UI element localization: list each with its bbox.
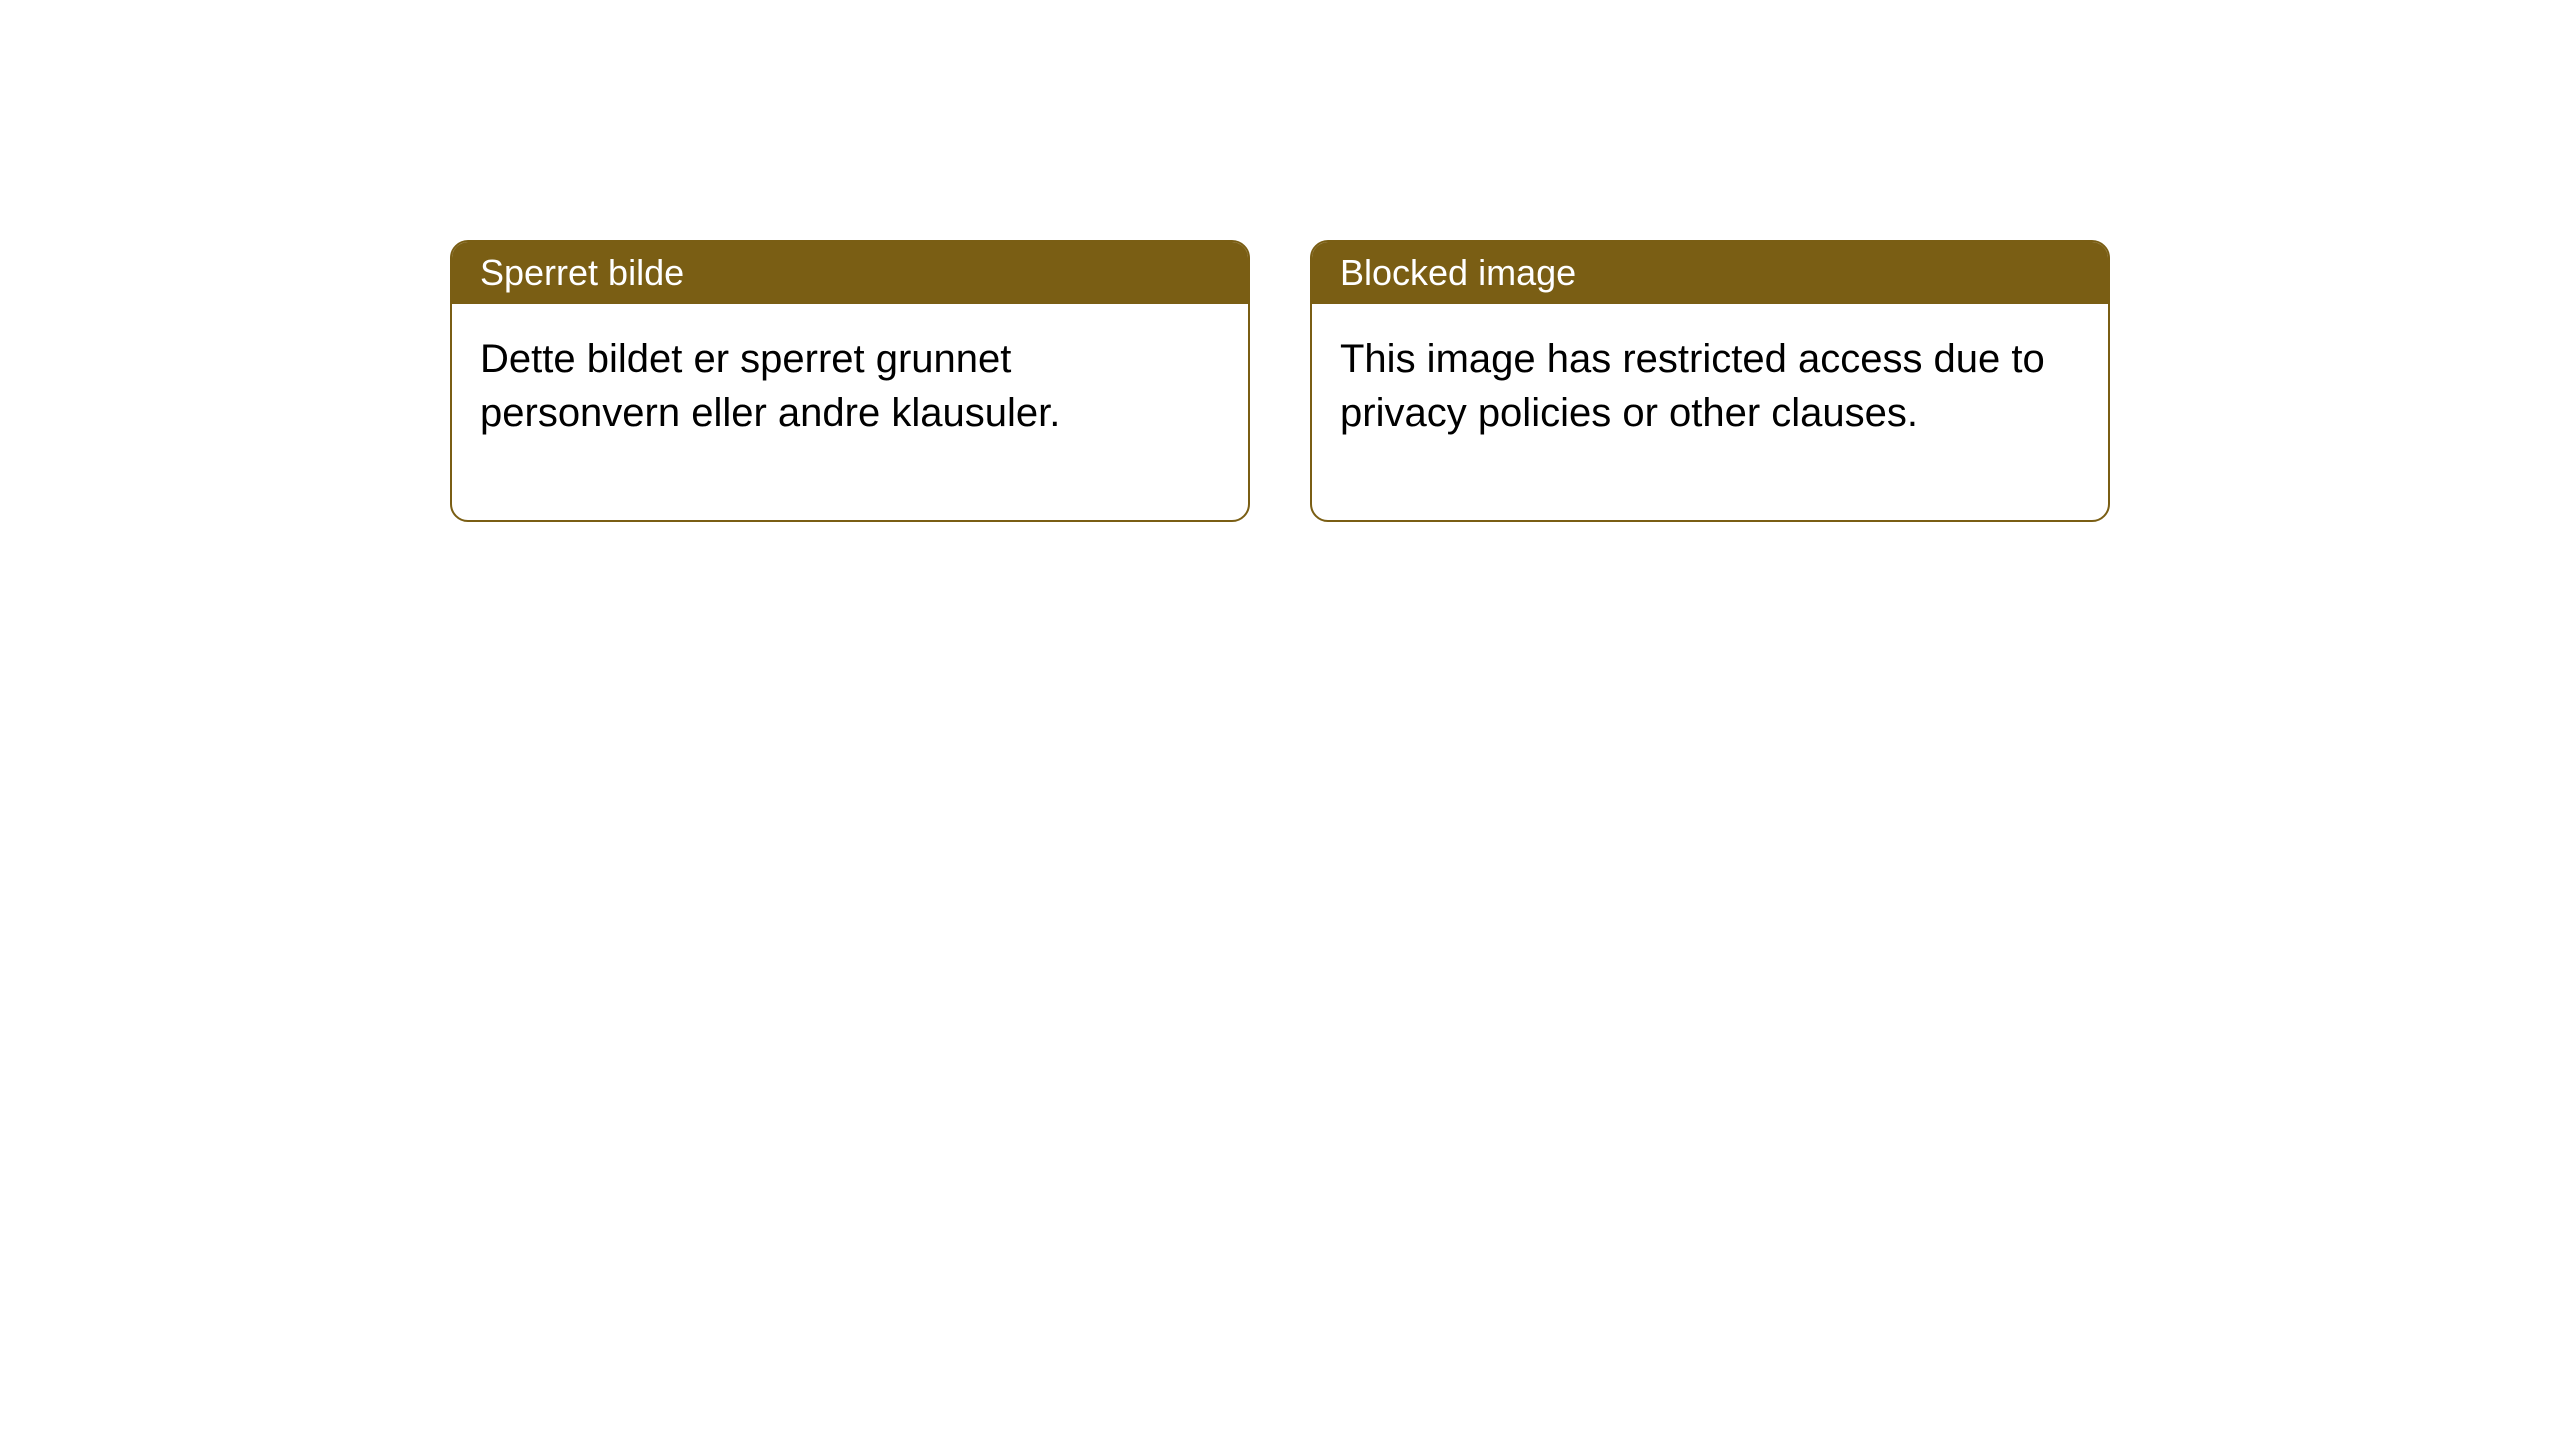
info-box-header: Blocked image [1312,242,2108,304]
info-box-body: This image has restricted access due to … [1312,304,2108,520]
info-box-english: Blocked image This image has restricted … [1310,240,2110,522]
info-box-norwegian: Sperret bilde Dette bildet er sperret gr… [450,240,1250,522]
info-box-body: Dette bildet er sperret grunnet personve… [452,304,1248,520]
info-box-header: Sperret bilde [452,242,1248,304]
info-boxes-container: Sperret bilde Dette bildet er sperret gr… [450,240,2110,522]
